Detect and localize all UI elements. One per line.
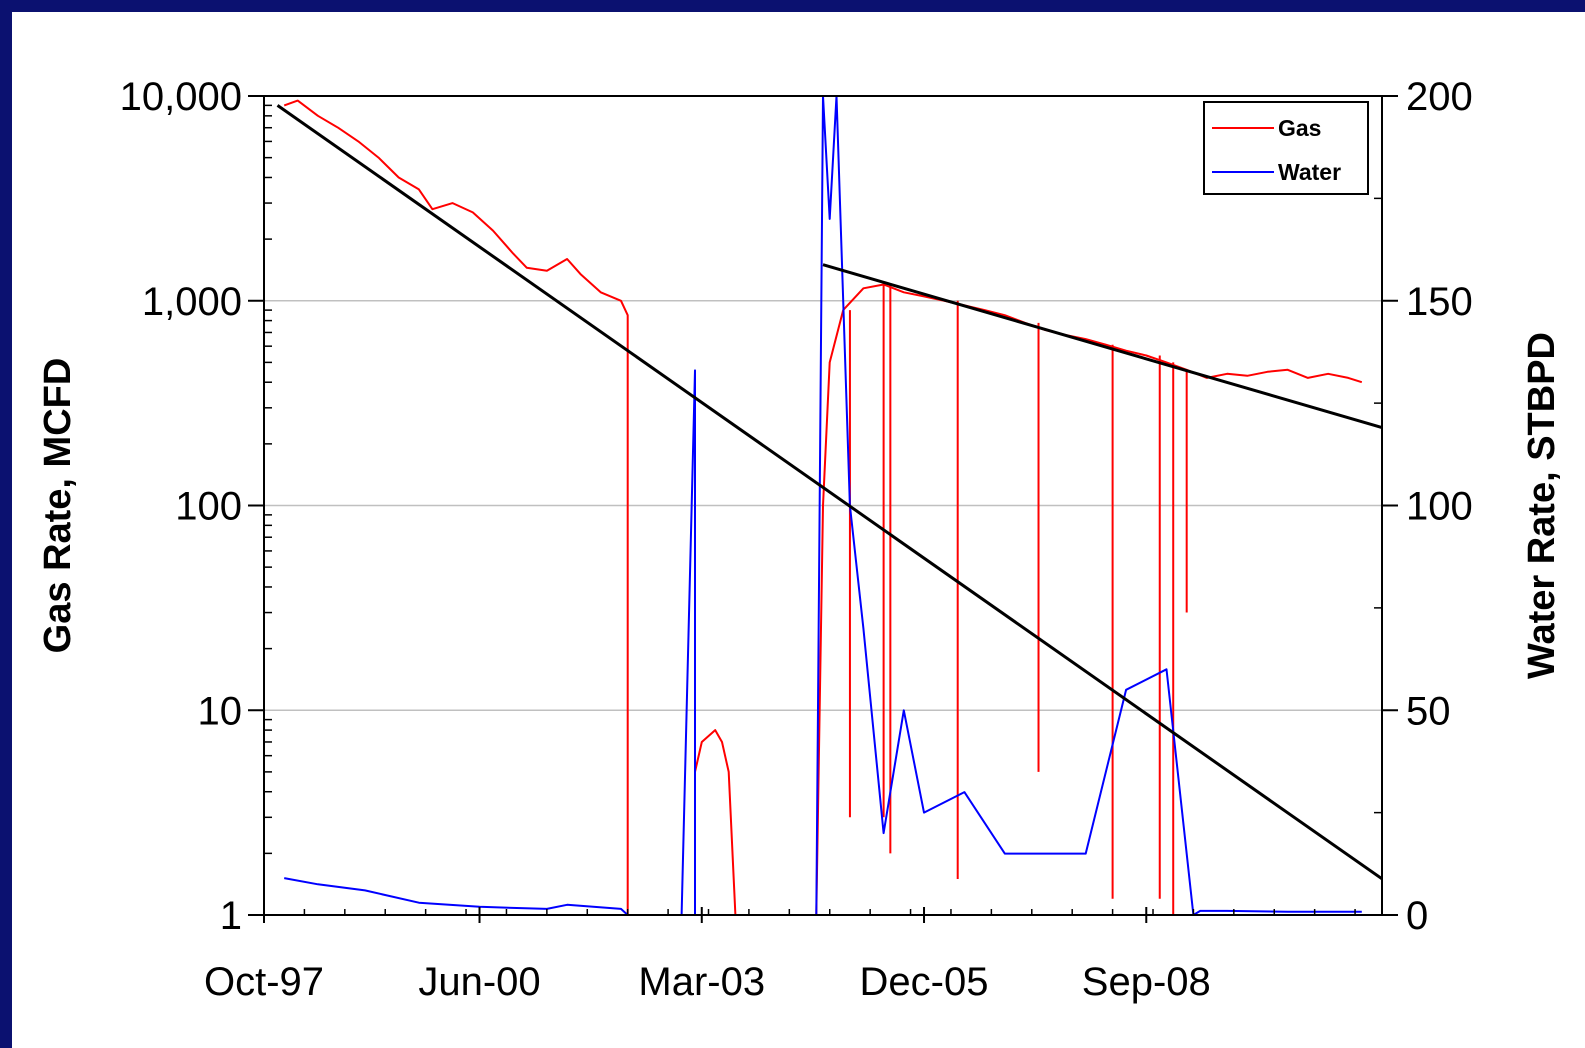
x-tick-label: Oct-97 [204, 960, 324, 1004]
y-right-tick-label: 150 [1406, 280, 1473, 324]
y-left-axis-title: Gas Rate, MCFD [37, 358, 79, 654]
gas-water-rate-chart: 1 10 100 1,000 10,000 0 50 100 150 200 Oct-97 Jun-0… [37, 75, 1563, 1004]
y-right-tick-label: 50 [1406, 689, 1451, 733]
series-layer [276, 96, 1382, 916]
legend-box [1203, 101, 1369, 195]
y-left-tick-label: 10,000 [120, 75, 242, 119]
y-left-tick-label: 10 [198, 689, 243, 733]
x-tick-label: Dec-05 [860, 960, 989, 1004]
y-right-axis-title: Water Rate, STBPD [1521, 332, 1563, 679]
y-right-tick-label: 0 [1406, 894, 1428, 938]
x-tick-label: Mar-03 [638, 960, 765, 1004]
trend-line-2 [276, 104, 1382, 881]
series-water-line [284, 96, 1362, 916]
y-left-tick-label: 100 [175, 485, 242, 529]
y-right-tick-label: 100 [1406, 485, 1473, 529]
trend-line-3 [822, 263, 1382, 430]
chart-panel: 1 10 100 1,000 10,000 0 50 100 150 200 Oct-97 Jun-0… [12, 12, 1585, 1048]
legend-label-gas: Gas [1278, 115, 1321, 141]
x-tick-label: Jun-00 [418, 960, 540, 1004]
y-left-tick-label: 1,000 [142, 280, 242, 324]
legend: Gas Water [1203, 101, 1369, 195]
legend-label-water: Water [1278, 159, 1341, 185]
x-tick-label: Sep-08 [1082, 960, 1211, 1004]
series-gas-line [283, 99, 1363, 916]
y-left-tick-label: 1 [220, 894, 242, 938]
axes: 1 10 100 1,000 10,000 0 50 100 150 200 Oct-97 Jun-0… [37, 75, 1563, 1004]
y-right-tick-label: 200 [1406, 75, 1473, 119]
